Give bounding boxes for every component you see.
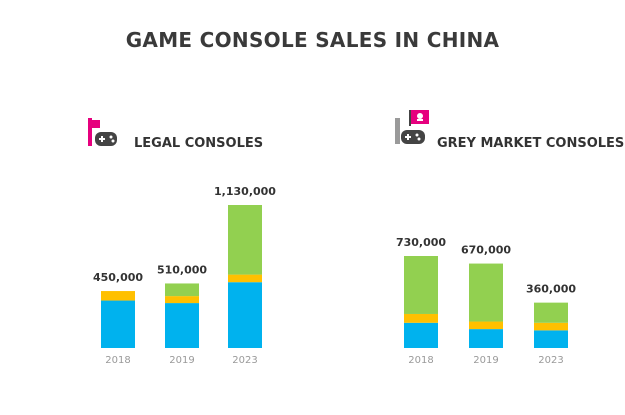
page-title: GAME CONSOLE SALES IN CHINA [125, 28, 500, 52]
grey-market-consoles-panel: GREY MARKET CONSOLES [395, 110, 624, 151]
x-tick-label-2023: 2023 [538, 355, 563, 366]
x-tick-label-2019: 2019 [169, 355, 194, 366]
grey-market-consoles-title: GREY MARKET CONSOLES [437, 136, 624, 151]
x-tick-label-2023: 2023 [232, 355, 257, 366]
bar-blue-segment-2019 [469, 329, 503, 348]
bar-yellow-segment-2019 [469, 321, 503, 330]
bar-yellow-segment-2019 [165, 296, 199, 304]
x-tick-label-2019: 2019 [473, 355, 498, 366]
total-label-2018: 450,000 [93, 271, 143, 284]
total-label-2019: 510,000 [157, 263, 207, 276]
bar-green-segment-2018 [404, 256, 438, 314]
bar-yellow-segment-2018 [101, 291, 135, 301]
bar-green-segment-2023 [228, 205, 262, 275]
gamepad-with-skull-flag-icon [395, 110, 429, 144]
total-label-2023: 1,130,000 [214, 185, 276, 198]
total-label-2023: 360,000 [526, 283, 576, 296]
x-tick-label-2018: 2018 [105, 355, 130, 366]
bar-green-segment-2019 [165, 283, 199, 297]
legal-consoles-panel: LEGAL CONSOLES [88, 118, 263, 151]
bar-green-segment-2023 [534, 302, 568, 323]
legal-consoles-title: LEGAL CONSOLES [134, 136, 263, 151]
bars-layer: 450,000 2018 510,000 2019 1,130,000 2023 730,0… [93, 185, 576, 366]
bar-green-segment-2019 [469, 263, 503, 322]
bar-blue-segment-2019 [165, 303, 199, 348]
total-label-2018: 730,000 [396, 236, 446, 249]
bar-blue-segment-2018 [101, 300, 135, 348]
bar-yellow-segment-2023 [534, 322, 568, 331]
bar-blue-segment-2023 [228, 282, 262, 348]
bar-blue-segment-2018 [404, 322, 438, 348]
bar-yellow-segment-2023 [228, 274, 262, 283]
bar-blue-segment-2023 [534, 330, 568, 348]
gamepad-with-flag-icon [88, 118, 117, 146]
bar-yellow-segment-2018 [404, 313, 438, 323]
total-label-2019: 670,000 [461, 244, 511, 257]
x-tick-label-2018: 2018 [408, 355, 433, 366]
